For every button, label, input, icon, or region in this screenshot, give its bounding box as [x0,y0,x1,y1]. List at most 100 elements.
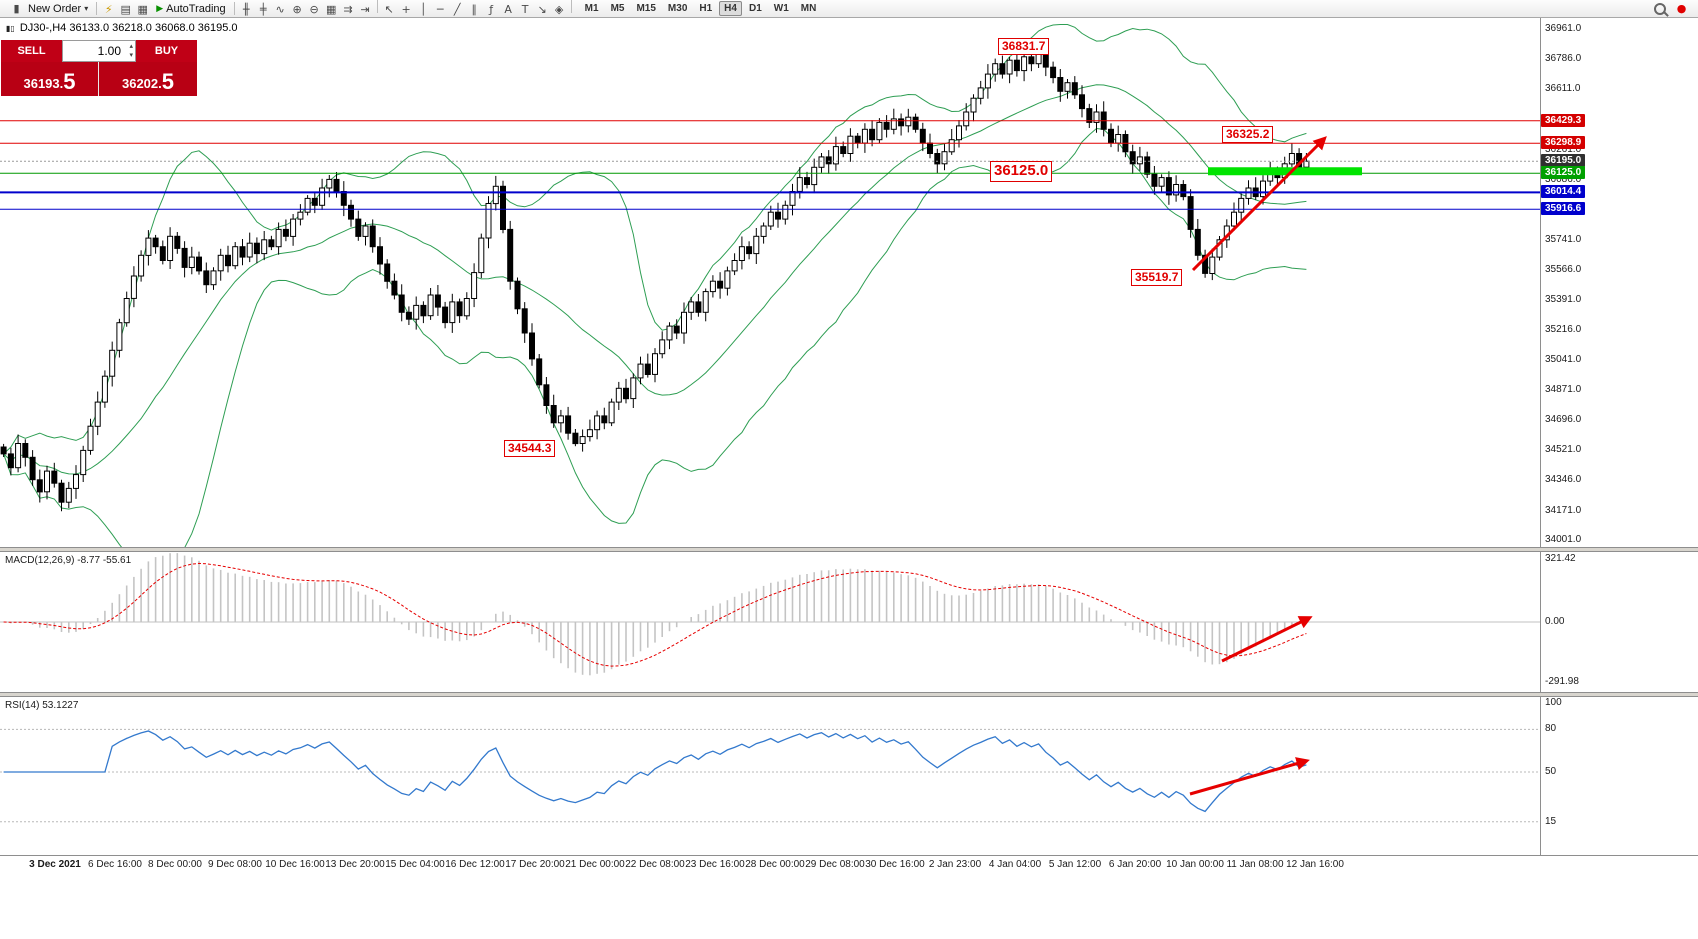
time-axis-label: 10 Jan 00:00 [1166,859,1224,870]
time-axis-label: 22 Dec 08:00 [625,859,685,870]
toolbar-separator [233,2,235,15]
time-axis-label: 6 Dec 16:00 [88,859,142,870]
autotrading-button[interactable]: ▶ AutoTrading [151,1,230,17]
timeframe-m1[interactable]: M1 [584,3,599,14]
volume-up-icon[interactable]: ▴ [129,42,133,50]
timeframe-w1[interactable]: W1 [773,3,789,14]
zoom-in-icon[interactable]: ⊕ [292,2,302,16]
indicator-axis-label: 321.42 [1545,553,1576,564]
price-axis-label: 34346.0 [1545,474,1582,485]
timeframe-m5[interactable]: M5 [610,3,625,14]
price-line-badge: 36014.4 [1541,185,1586,198]
indicator-axis-label: 80 [1545,723,1557,734]
timeframe-d1[interactable]: D1 [748,3,762,14]
community-icon[interactable]: ● [1676,2,1687,15]
buy-price-big-digit: 5 [161,69,174,94]
line-chart-icon[interactable]: ∿ [275,2,285,16]
panel-splitter[interactable] [0,547,1698,552]
buy-button[interactable]: BUY [136,40,197,62]
sell-price[interactable]: 36193. 5 [1,62,99,96]
price-axis-label: 36086.0 [1545,174,1582,185]
price-annotation[interactable]: 36325.2 [1222,126,1274,143]
trendline-icon[interactable]: ╱ [453,2,461,16]
auto-scroll-icon[interactable]: ⇉ [343,2,353,16]
horizontal-line-icon[interactable]: ─ [436,2,444,16]
fibonacci-icon[interactable]: ƒ [489,2,494,16]
timeframe-h4[interactable]: H4 [719,1,742,16]
timeframe-group: M1 M5 M15 M30 H1 H4 D1 W1 MN [579,1,823,16]
volume-input[interactable]: 1.00 ▴ ▾ [62,40,136,62]
rsi-line [3,730,1307,813]
time-axis-label: 3 Dec 2021 [29,859,81,870]
price-annotation[interactable]: 35519.7 [1131,269,1183,286]
bar-chart-icon[interactable]: ╫ [242,2,250,16]
shapes-icon[interactable]: ◈ [554,2,564,16]
price-axis-label: 36961.0 [1545,23,1582,34]
chart-symbol-icon: ▮▯ [6,23,15,33]
price-axis-label: 34871.0 [1545,384,1582,395]
price-axis-label: 35216.0 [1545,324,1582,335]
rsi-axis[interactable]: 100 80 50 15 [1541,697,1698,855]
price-axis-label: 36786.0 [1545,53,1582,64]
buy-price-main: 36202. [121,76,162,92]
price-annotation[interactable]: 34544.3 [504,440,556,457]
rsi-panel[interactable] [0,697,1540,855]
buy-price[interactable]: 36202. 5 [99,62,197,96]
time-axis[interactable]: 3 Dec 2021 6 Dec 16:00 8 Dec 00:00 9 Dec 08… [0,855,1698,878]
metaeditor-icon[interactable]: ⚡ [104,2,113,16]
timeframe-mn[interactable]: MN [800,3,817,14]
time-axis-label: 8 Dec 00:00 [148,859,202,870]
cursor-icon[interactable]: ↖ [384,2,394,16]
price-axis-label: 34521.0 [1545,444,1582,455]
chart-shift-icon[interactable]: ⇥ [360,2,370,16]
rsi-label: RSI(14) 53.1227 [5,700,79,711]
volume-value: 1.00 [97,44,121,58]
price-line-badge: 36429.3 [1541,114,1586,127]
macd-panel[interactable] [0,552,1540,692]
channel-icon[interactable]: ∥ [471,2,477,16]
time-axis-label: 29 Dec 08:00 [805,859,865,870]
sell-button[interactable]: SELL [1,40,62,62]
macd-signal-line [3,562,1307,667]
zoom-out-icon[interactable]: ⊖ [309,2,319,16]
time-axis-label: 30 Dec 16:00 [865,859,925,870]
new-order-button[interactable]: ▮ New Order ▾ [3,1,93,17]
label-icon[interactable]: T [521,2,529,16]
time-axis-label: 12 Jan 16:00 [1286,859,1344,870]
price-chart[interactable] [0,18,1540,547]
strategy-tester-icon[interactable]: ▦ [137,2,148,16]
time-axis-label: 6 Jan 20:00 [1108,859,1162,870]
price-annotation[interactable]: 36125.0 [990,161,1053,182]
bollinger-upper [3,24,1307,455]
timeframe-m30[interactable]: M30 [667,3,688,14]
volume-down-icon[interactable]: ▾ [129,51,133,59]
candlestick-chart-icon[interactable]: ╪ [259,2,267,16]
one-click-trading-panel: SELL 1.00 ▴ ▾ BUY 36193. 5 36202. 5 [1,40,197,96]
time-axis-label: 10 Dec 16:00 [265,859,325,870]
tile-windows-icon[interactable]: ▦ [325,2,337,16]
time-axis-label: 23 Dec 16:00 [685,859,745,870]
macd-label: MACD(12,26,9) -8.77 -55.61 [5,555,132,566]
terminal-icon[interactable]: ▤ [120,2,131,16]
bollinger-middle [3,84,1307,475]
search-icon[interactable] [1651,1,1668,16]
price-line-badge: 36125.0 [1541,166,1586,179]
crosshair-icon[interactable]: + [401,2,411,16]
time-axis-label: 5 Jan 12:00 [1048,859,1102,870]
price-axis[interactable]: 36961.036786.036611.036436.036261.036086… [1541,18,1698,547]
text-icon[interactable]: A [504,2,512,16]
price-line-badge: 36298.9 [1541,136,1586,149]
timeframe-m15[interactable]: M15 [636,3,656,14]
timeframe-h1[interactable]: H1 [699,3,713,14]
indicator-axis-label: 0.00 [1545,616,1565,627]
price-annotation[interactable]: 36831.7 [998,38,1050,55]
toolbar: ▮ New Order ▾ ⚡ ▤ ▦ ▶ AutoTrading ╫ ╪ ∿ ⊕ ⊖ ▦ ⇉ ⇥… [0,0,1698,18]
panel-splitter[interactable] [0,692,1698,697]
price-axis-label: 34171.0 [1545,505,1582,516]
arrows-tool-icon[interactable]: ↘ [537,2,547,16]
vertical-line-icon[interactable]: │ [419,2,427,16]
macd-axis[interactable]: 321.42 0.00 -291.98 [1541,552,1698,692]
time-axis-label: 17 Dec 20:00 [505,859,565,870]
axis-divider [1540,18,1541,855]
